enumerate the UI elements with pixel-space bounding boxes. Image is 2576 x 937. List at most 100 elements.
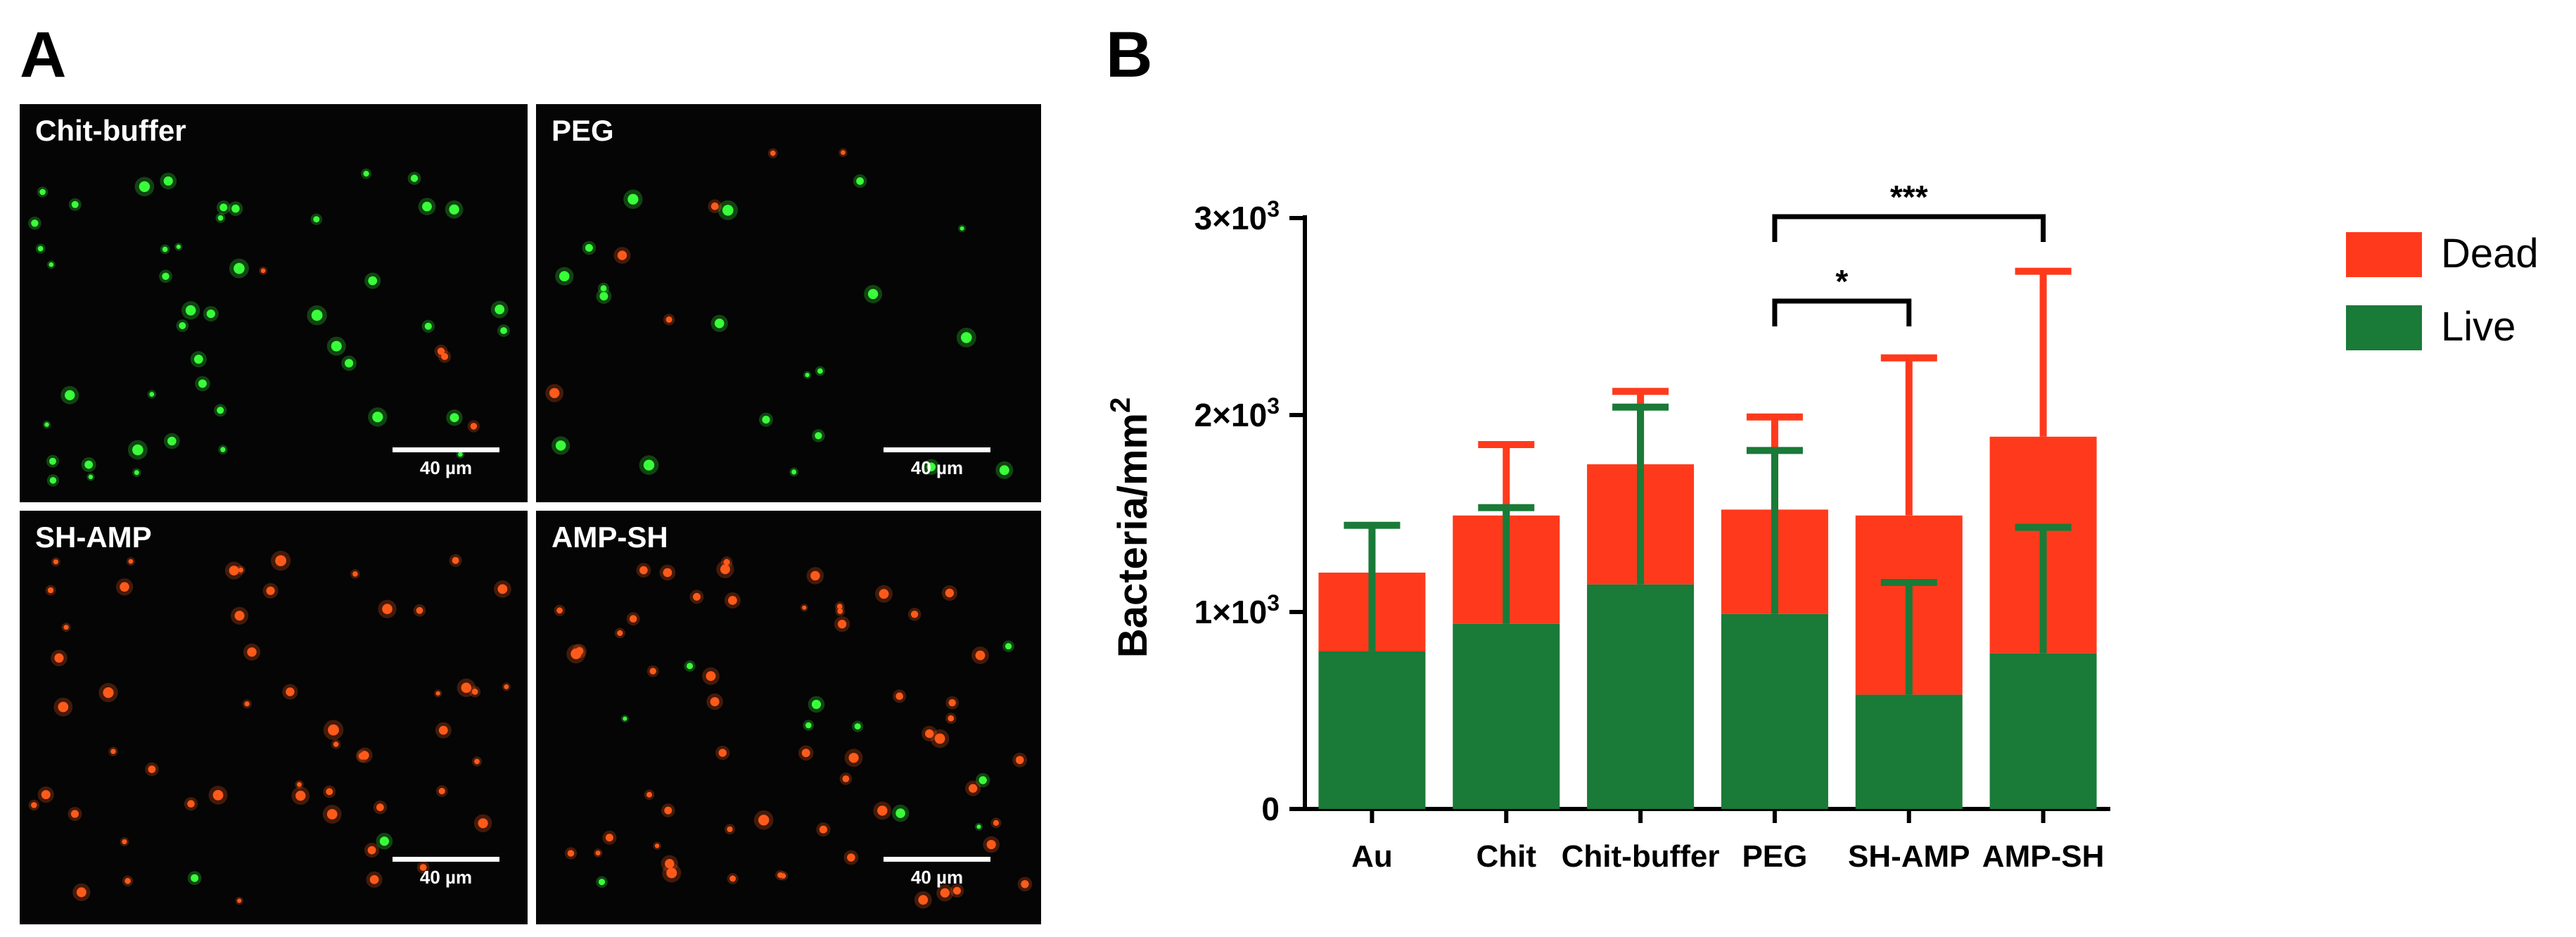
live-bacterium-dot bbox=[139, 181, 151, 192]
live-bacterium-dot bbox=[500, 327, 507, 334]
dead-bacterium-dot bbox=[125, 878, 131, 884]
live-bacterium-dot bbox=[811, 699, 822, 709]
dead-bacterium-dot bbox=[333, 741, 339, 747]
live-bar bbox=[1318, 651, 1426, 809]
live-bacterium-dot bbox=[961, 332, 972, 343]
live-bacterium-dot bbox=[88, 474, 94, 480]
live-bacterium-dot bbox=[449, 413, 459, 423]
dead-bacterium-dot bbox=[478, 818, 488, 829]
dead-bacterium-dot bbox=[810, 571, 820, 581]
live-bacterium-dot bbox=[449, 204, 459, 215]
live-bacterium-dot bbox=[149, 392, 155, 397]
live-bacterium-dot bbox=[345, 359, 354, 368]
live-bacterium-dot bbox=[191, 874, 199, 882]
dead-bacterium-dot bbox=[435, 691, 440, 696]
live-bacterium-dot bbox=[162, 246, 168, 253]
live-bacterium-dot bbox=[643, 459, 655, 471]
dead-bacterium-dot bbox=[567, 850, 575, 857]
scale-label: 40 µm bbox=[419, 457, 473, 478]
dead-bacterium-dot bbox=[461, 682, 472, 693]
significance-label: * bbox=[1835, 263, 1848, 300]
live-bacterium-dot bbox=[599, 292, 608, 301]
dead-bacterium-dot bbox=[120, 582, 129, 592]
dead-bacterium-dot bbox=[244, 701, 250, 707]
micrograph-label: AMP-SH bbox=[551, 521, 668, 554]
significance-label: *** bbox=[1890, 179, 1928, 215]
y-axis-label: Bacteria/mm2 bbox=[1105, 397, 1156, 658]
micrograph-label: Chit-buffer bbox=[35, 114, 186, 147]
dead-bacterium-dot bbox=[110, 748, 116, 754]
live-bacterium-dot bbox=[231, 204, 240, 213]
live-bacterium-dot bbox=[49, 457, 56, 465]
live-bacterium-dot bbox=[44, 422, 49, 427]
dead-bacterium-dot bbox=[710, 202, 719, 210]
legend-label: Dead bbox=[2441, 231, 2539, 276]
dead-bacterium-dot bbox=[497, 584, 508, 594]
dead-bacterium-dot bbox=[836, 604, 843, 609]
dead-bacterium-dot bbox=[629, 615, 637, 623]
x-tick-label: PEG bbox=[1742, 839, 1807, 874]
dead-bacterium-dot bbox=[842, 775, 850, 782]
live-bacterium-dot bbox=[176, 244, 181, 249]
live-bacterium-dot bbox=[559, 271, 570, 281]
dead-bacterium-dot bbox=[918, 895, 929, 905]
y-tick-label: 1×103 bbox=[1194, 590, 1280, 630]
live-bacterium-dot bbox=[134, 470, 139, 476]
dead-bacterium-dot bbox=[229, 566, 239, 576]
live-bacterium-dot bbox=[185, 305, 196, 316]
dead-bacterium-dot bbox=[549, 388, 560, 398]
live-bacterium-dot bbox=[722, 205, 734, 216]
live-bacterium-dot bbox=[422, 201, 432, 212]
live-bacterium-dot bbox=[458, 452, 463, 457]
dead-bacterium-dot bbox=[837, 608, 843, 614]
micrograph-chit-buffer: Chit-buffer 40 µm bbox=[20, 104, 528, 502]
dead-bacterium-dot bbox=[438, 788, 445, 795]
live-bacterium-dot bbox=[854, 723, 861, 730]
dead-bacterium-dot bbox=[848, 753, 859, 763]
live-bar bbox=[1721, 613, 1828, 809]
dead-bacterium-dot bbox=[841, 150, 846, 155]
live-bacterium-dot bbox=[926, 462, 936, 472]
dead-bacterium-dot bbox=[260, 268, 266, 274]
dead-bacterium-dot bbox=[666, 867, 677, 879]
dead-bacterium-dot bbox=[437, 348, 445, 355]
live-bacterium-dot bbox=[313, 216, 320, 223]
dead-bacterium-dot bbox=[649, 668, 656, 675]
micrograph-peg: PEG 40 µm bbox=[536, 104, 1041, 502]
dead-bacterium-dot bbox=[326, 788, 333, 796]
significance-bracket bbox=[1772, 214, 2046, 242]
live-bar bbox=[1989, 653, 2097, 809]
y-tick-label: 3×103 bbox=[1194, 196, 1280, 236]
dead-bacterium-dot bbox=[70, 810, 79, 818]
live-bacterium-dot bbox=[379, 836, 389, 846]
dead-bacterium-dot bbox=[1015, 756, 1024, 765]
live-bacterium-dot bbox=[368, 276, 378, 286]
dead-bacterium-dot bbox=[646, 791, 652, 798]
live-bacterium-dot bbox=[805, 373, 810, 378]
live-bacterium-dot bbox=[805, 722, 812, 729]
dead-bacterium-dot bbox=[948, 715, 955, 722]
dead-bacterium-dot bbox=[570, 648, 582, 660]
dead-bacterium-dot bbox=[122, 839, 127, 845]
dead-bacterium-dot bbox=[358, 752, 366, 760]
dead-bacterium-dot bbox=[504, 684, 509, 689]
dead-bacterium-dot bbox=[663, 568, 672, 578]
live-bacterium-dot bbox=[815, 432, 822, 440]
micrograph-dots bbox=[28, 550, 511, 905]
live-bacterium-dot bbox=[600, 285, 607, 292]
dead-bacterium-dot bbox=[975, 650, 986, 661]
scale-label: 40 µm bbox=[910, 867, 964, 888]
dead-bacterium-dot bbox=[948, 699, 956, 707]
dead-bacterium-dot bbox=[275, 555, 286, 566]
x-tick-label: Chit-buffer bbox=[1562, 839, 1720, 874]
scale-bar bbox=[393, 447, 499, 452]
dead-bacterium-dot bbox=[837, 620, 847, 629]
dead-bacterium-dot bbox=[605, 834, 613, 842]
dead-bacterium-dot bbox=[665, 316, 672, 323]
live-bacterium-dot bbox=[895, 808, 905, 818]
dead-bacterium-dot bbox=[441, 352, 449, 360]
dead-bacterium-dot bbox=[295, 791, 306, 801]
dead-bacterium-dot bbox=[710, 697, 720, 706]
live-bacterium-dot bbox=[331, 340, 342, 352]
